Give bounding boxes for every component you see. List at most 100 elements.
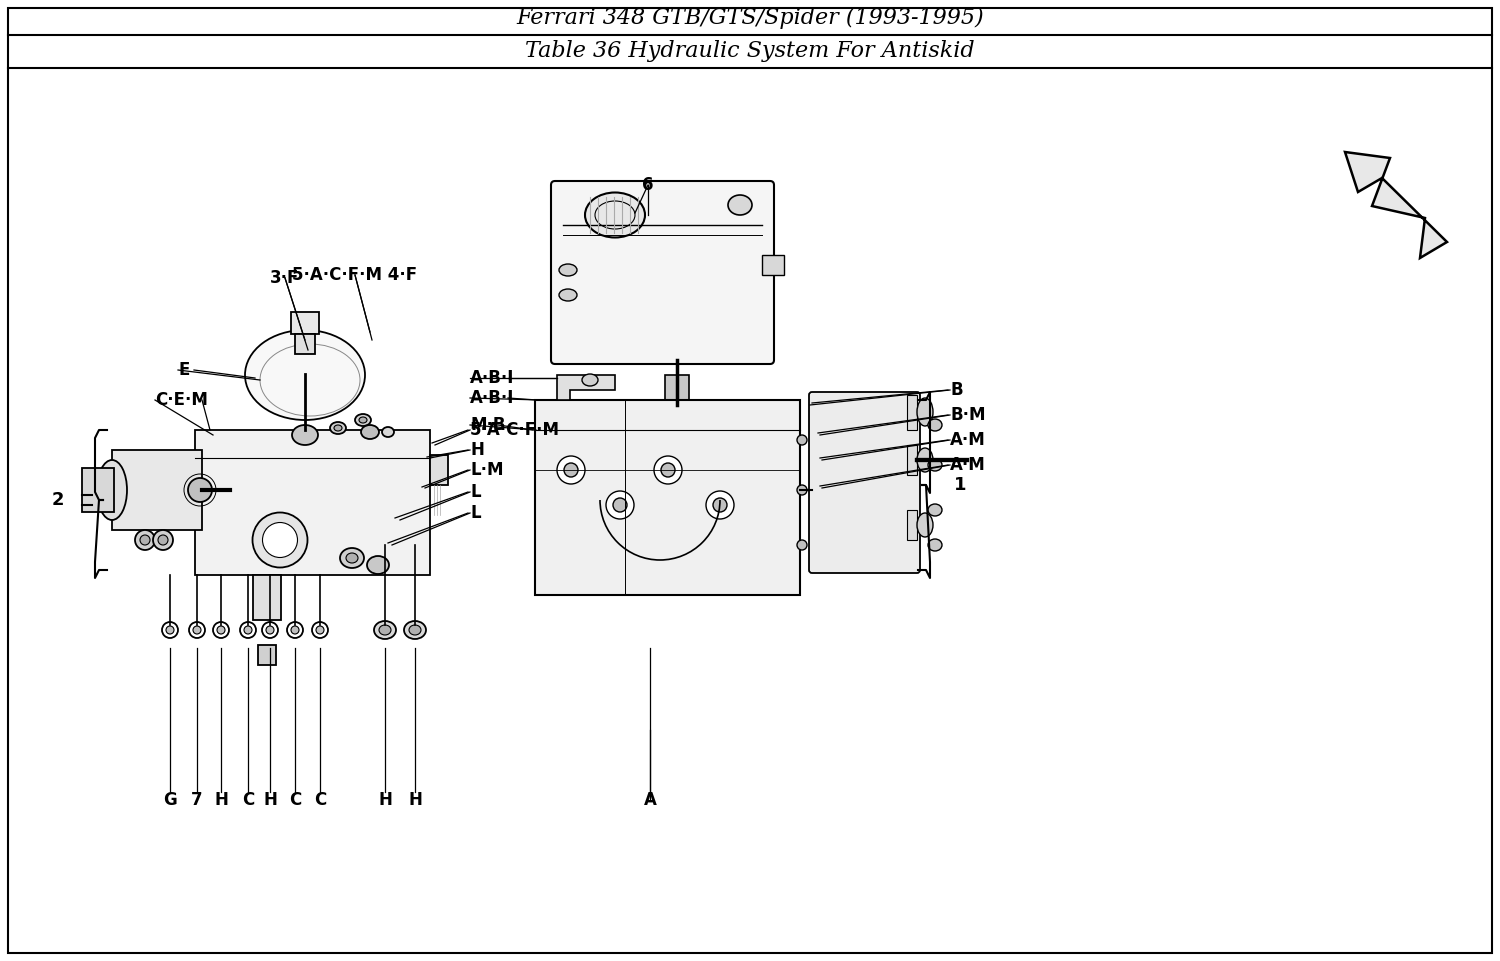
Text: A: A — [644, 791, 657, 809]
Bar — [195, 430, 430, 575]
Ellipse shape — [244, 626, 252, 634]
Text: 5·A·C·F·M 4·F: 5·A·C·F·M 4·F — [292, 266, 417, 284]
Text: 1: 1 — [954, 476, 966, 494]
Ellipse shape — [162, 622, 178, 638]
Text: E: E — [178, 361, 189, 379]
Ellipse shape — [928, 504, 942, 516]
Ellipse shape — [316, 626, 324, 634]
Ellipse shape — [404, 621, 426, 639]
Ellipse shape — [585, 192, 645, 237]
Bar — [258, 645, 276, 665]
Ellipse shape — [796, 540, 807, 550]
Ellipse shape — [928, 419, 942, 431]
Text: H: H — [378, 791, 392, 809]
Bar — [536, 400, 800, 595]
Text: B·M: B·M — [950, 406, 986, 424]
Ellipse shape — [564, 463, 578, 477]
Ellipse shape — [796, 485, 807, 495]
Ellipse shape — [606, 491, 634, 519]
Polygon shape — [556, 375, 615, 400]
Ellipse shape — [140, 535, 150, 545]
Text: 3·F: 3·F — [270, 269, 300, 287]
Ellipse shape — [556, 456, 585, 484]
Ellipse shape — [286, 622, 303, 638]
Bar — [908, 445, 916, 475]
Bar — [430, 455, 448, 485]
Ellipse shape — [654, 456, 682, 484]
Ellipse shape — [662, 463, 675, 477]
Ellipse shape — [362, 425, 380, 439]
Ellipse shape — [330, 422, 346, 434]
Ellipse shape — [728, 195, 752, 215]
Bar — [112, 450, 202, 530]
Text: L·M: L·M — [470, 461, 504, 479]
Text: A·M: A·M — [950, 456, 986, 474]
Ellipse shape — [292, 425, 318, 445]
Ellipse shape — [312, 622, 328, 638]
Ellipse shape — [916, 448, 933, 472]
Text: Ferrari 348 GTB/GTS/Spider (1993-1995): Ferrari 348 GTB/GTS/Spider (1993-1995) — [516, 7, 984, 29]
Bar — [291, 312, 320, 334]
Ellipse shape — [368, 556, 388, 574]
Ellipse shape — [266, 626, 274, 634]
Text: H: H — [262, 791, 278, 809]
Ellipse shape — [712, 498, 728, 512]
Ellipse shape — [340, 548, 364, 568]
Bar — [254, 575, 280, 620]
Bar — [908, 395, 916, 430]
Ellipse shape — [291, 626, 298, 634]
Ellipse shape — [244, 330, 364, 420]
Text: H: H — [214, 791, 228, 809]
Polygon shape — [1346, 152, 1448, 258]
Text: B: B — [950, 381, 963, 399]
Text: L: L — [470, 483, 480, 501]
Ellipse shape — [928, 459, 942, 471]
Bar — [762, 255, 784, 275]
Ellipse shape — [188, 478, 211, 502]
Ellipse shape — [662, 405, 676, 419]
Bar — [664, 375, 688, 405]
Ellipse shape — [706, 491, 734, 519]
Ellipse shape — [916, 513, 933, 537]
Text: 6: 6 — [642, 176, 654, 194]
Bar — [908, 510, 916, 540]
Bar — [296, 334, 315, 354]
Ellipse shape — [560, 289, 578, 301]
Text: 5·A·C·F·M: 5·A·C·F·M — [470, 421, 560, 439]
Text: H: H — [408, 791, 422, 809]
FancyBboxPatch shape — [808, 392, 919, 573]
Text: L: L — [470, 504, 480, 522]
Ellipse shape — [410, 625, 422, 635]
Ellipse shape — [916, 398, 933, 426]
Ellipse shape — [135, 530, 154, 550]
Text: C: C — [242, 791, 254, 809]
Ellipse shape — [346, 553, 358, 563]
FancyBboxPatch shape — [550, 181, 774, 364]
Text: A·B·I: A·B·I — [470, 389, 514, 407]
Text: C: C — [290, 791, 302, 809]
Ellipse shape — [614, 498, 627, 512]
Ellipse shape — [356, 414, 370, 426]
Text: A·M: A·M — [950, 431, 986, 449]
Ellipse shape — [374, 621, 396, 639]
Ellipse shape — [213, 622, 230, 638]
Text: 2: 2 — [51, 491, 64, 509]
Ellipse shape — [334, 425, 342, 431]
Ellipse shape — [928, 539, 942, 551]
Ellipse shape — [382, 427, 394, 437]
Text: A·B·I: A·B·I — [470, 369, 514, 387]
Ellipse shape — [380, 625, 392, 635]
Ellipse shape — [189, 622, 206, 638]
Text: M·B: M·B — [470, 416, 506, 434]
Text: G: G — [164, 791, 177, 809]
Text: Table 36 Hydraulic System For Antiskid: Table 36 Hydraulic System For Antiskid — [525, 40, 975, 62]
Ellipse shape — [240, 622, 256, 638]
Text: C·E·M: C·E·M — [154, 391, 209, 409]
Ellipse shape — [560, 264, 578, 276]
Ellipse shape — [217, 626, 225, 634]
Ellipse shape — [582, 374, 598, 386]
Ellipse shape — [158, 535, 168, 545]
Ellipse shape — [796, 435, 807, 445]
Bar — [82, 468, 114, 512]
Ellipse shape — [153, 530, 173, 550]
